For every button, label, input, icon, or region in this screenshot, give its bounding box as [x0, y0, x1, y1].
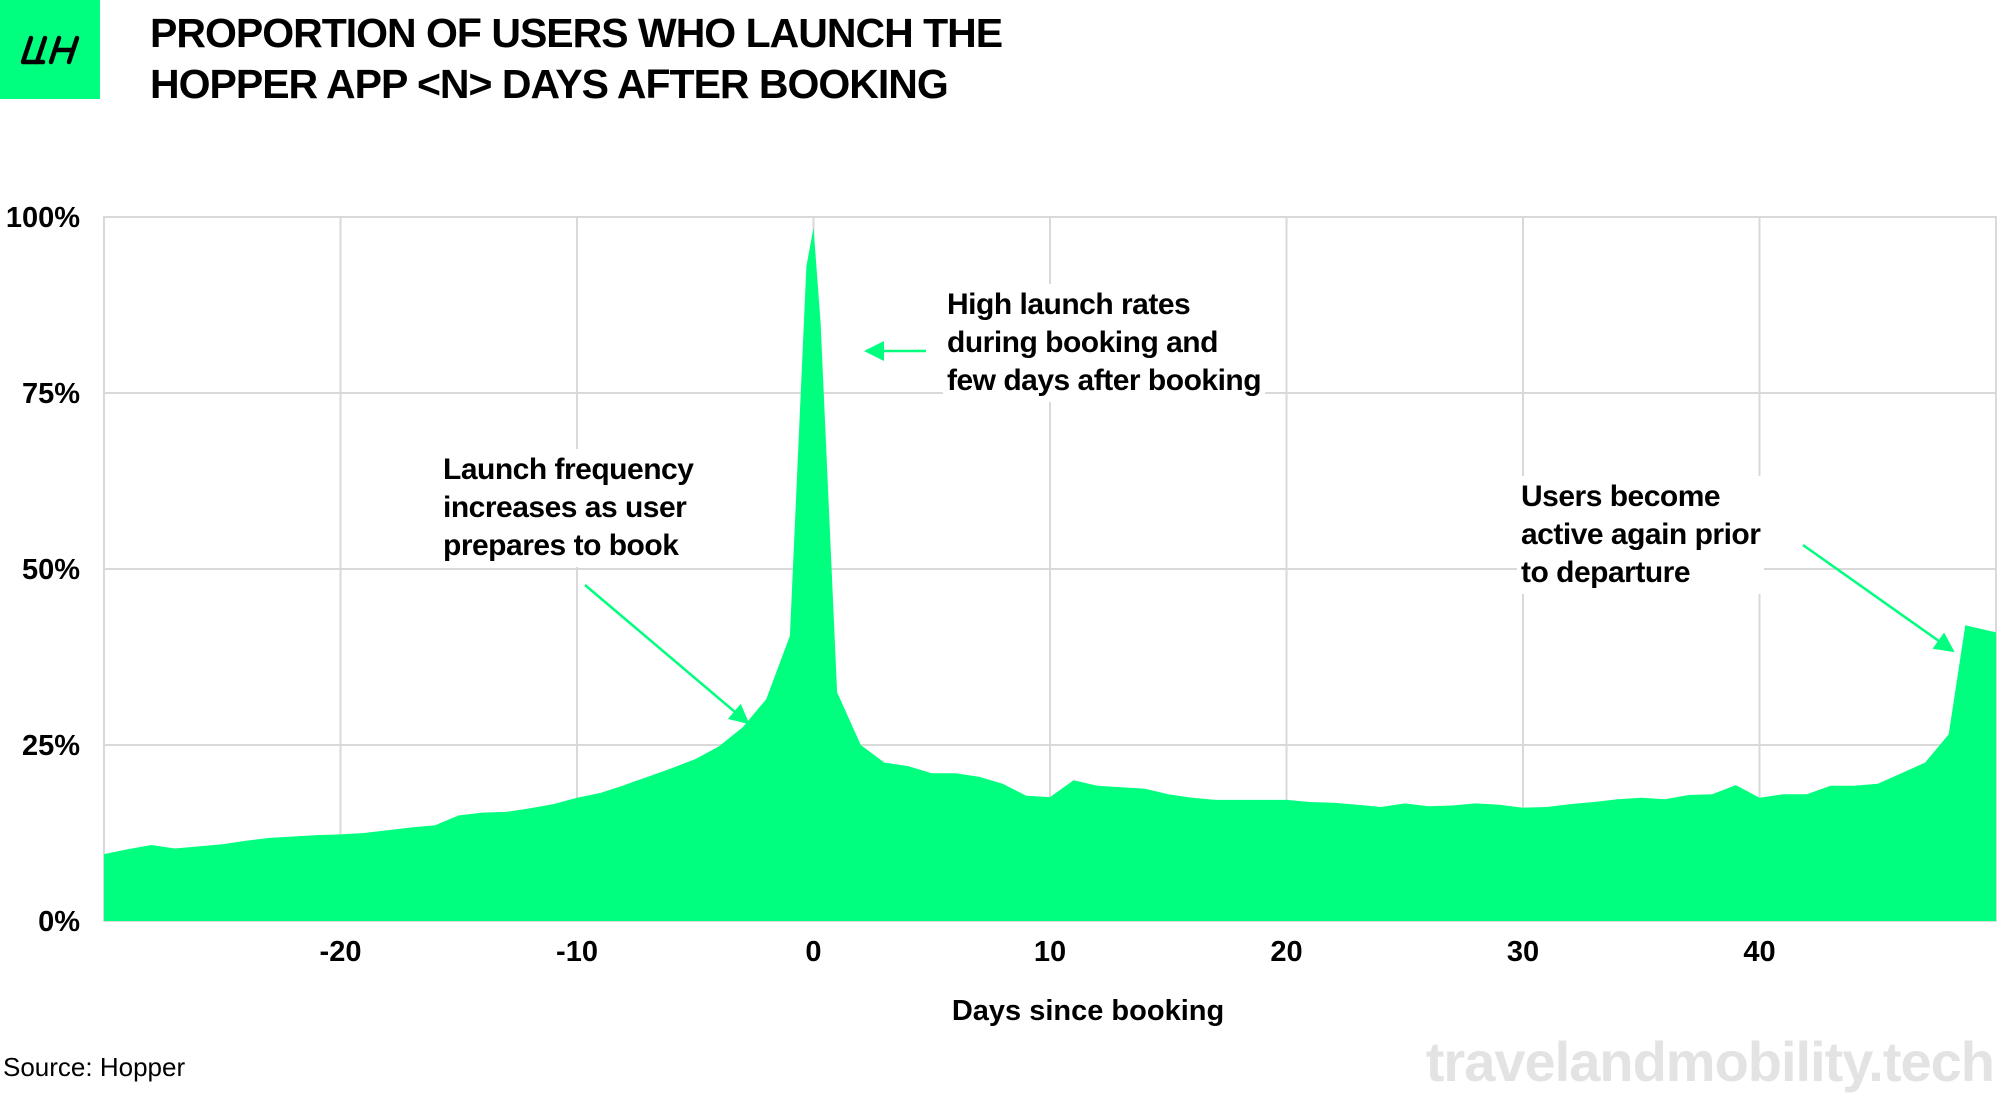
x-tick-label: 10	[1034, 936, 1066, 968]
x-tick-label: 30	[1507, 936, 1539, 968]
annotation-departure: Users become active again prior to depar…	[1517, 476, 1765, 594]
lh-logo-icon	[0, 0, 100, 99]
y-tick-label: 25%	[22, 730, 80, 762]
area-series	[104, 227, 1996, 922]
y-tick-label: 50%	[22, 554, 80, 586]
annotation-departure-line: to departure	[1521, 556, 1691, 589]
annotation-departure-line: Users become	[1521, 480, 1721, 513]
y-tick-label: 0%	[38, 906, 80, 938]
x-tick-label: 40	[1743, 936, 1775, 968]
annotation-departure-line: active again prior	[1521, 518, 1761, 551]
source-note: Source: Hopper	[3, 1052, 186, 1082]
x-tick-label: 0	[805, 936, 821, 968]
annotation-pre-booking: Launch frequency increases as user prepa…	[439, 449, 698, 567]
arrow-pre-booking	[584, 584, 750, 725]
annotation-peak-line: High launch rates	[947, 288, 1191, 321]
x-tick-label: 20	[1270, 936, 1302, 968]
lh-logo-mark	[20, 35, 80, 64]
chart-title: PROPORTION OF USERS WHO LAUNCH THE HOPPE…	[150, 8, 1150, 110]
arrow-departure	[1802, 543, 1955, 653]
annotation-pre-booking-line: prepares to book	[443, 529, 679, 562]
x-axis-label: Days since booking	[951, 995, 1225, 1027]
chart-title-line-1: PROPORTION OF USERS WHO LAUNCH THE	[150, 10, 1003, 56]
watermark: travelandmobility.tech	[1425, 1030, 1995, 1093]
x-tick-label: -20	[320, 936, 362, 968]
annotation-peak: High launch rates during booking and few…	[943, 284, 1266, 402]
annotation-pre-booking-line: Launch frequency	[443, 453, 694, 486]
annotation-pre-booking-line: increases as user	[443, 491, 687, 524]
y-tick-label: 100%	[6, 202, 80, 234]
annotation-peak-line: during booking and	[947, 326, 1218, 359]
x-tick-label: -10	[556, 936, 598, 968]
y-tick-label: 75%	[22, 378, 80, 410]
chart-title-line-2: HOPPER APP <N> DAYS AFTER BOOKING	[150, 61, 949, 107]
annotation-peak-line: few days after booking	[947, 364, 1262, 397]
